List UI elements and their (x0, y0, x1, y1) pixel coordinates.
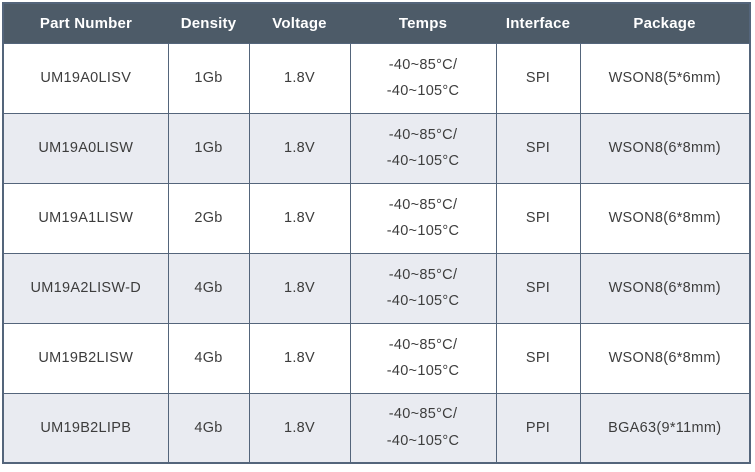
temps-line-2: -40~105°C (386, 363, 460, 379)
cell-voltage: 1.8V (248, 392, 351, 464)
column-header-package: Package (580, 3, 750, 43)
temps-line-1: -40~85°C/ (388, 196, 458, 213)
temps-line-1: -40~85°C/ (388, 336, 458, 353)
cell-temps: -40~85°C/ -40~105°C (349, 252, 497, 324)
cell-density: 4Gb (167, 252, 250, 324)
table-row: UM19A2LISW-D 4Gb 1.8V -40~85°C/ -40~105°… (2, 252, 751, 324)
temps-line-1: -40~85°C/ (388, 406, 458, 423)
cell-interface: PPI (495, 392, 581, 464)
header-row: Part Number Density Voltage Temps Interf… (3, 3, 750, 43)
column-header-density: Density (168, 3, 249, 43)
cell-voltage: 1.8V (248, 182, 351, 254)
cell-voltage: 1.8V (248, 112, 351, 184)
cell-voltage: 1.8V (248, 322, 351, 394)
cell-part-number: UM19A0LISW (2, 112, 169, 184)
cell-density: 1Gb (167, 42, 250, 114)
cell-package: WSON8(6*8mm) (579, 182, 751, 254)
cell-package: BGA63(9*11mm) (579, 392, 751, 464)
cell-package: WSON8(6*8mm) (579, 112, 751, 184)
cell-density: 1Gb (167, 112, 250, 184)
cell-package: WSON8(6*8mm) (579, 252, 751, 324)
cell-interface: SPI (495, 112, 581, 184)
cell-density: 2Gb (167, 182, 250, 254)
product-spec-table: Part Number Density Voltage Temps Interf… (2, 2, 751, 464)
temps-line-2: -40~105°C (386, 432, 460, 449)
temps-line-1: -40~85°C/ (388, 126, 458, 143)
column-header-temps: Temps (350, 3, 496, 43)
cell-part-number: UM19A0LISV (2, 42, 169, 114)
temps-line-2: -40~105°C (386, 223, 460, 239)
table-row: UM19A0LISV 1Gb 1.8V -40~85°C/ -40~105°C … (2, 42, 751, 114)
cell-interface: SPI (495, 252, 581, 324)
temps-line-1: -40~85°C/ (388, 266, 458, 283)
cell-part-number: UM19A2LISW-D (2, 252, 169, 324)
cell-voltage: 1.8V (248, 42, 351, 114)
cell-interface: SPI (495, 42, 581, 114)
cell-interface: SPI (495, 182, 581, 254)
table-header: Part Number Density Voltage Temps Interf… (3, 3, 750, 43)
table-row: UM19A1LISW 2Gb 1.8V -40~85°C/ -40~105°C … (2, 182, 751, 254)
table-row: UM19B2LISW 4Gb 1.8V -40~85°C/ -40~105°C … (2, 322, 751, 394)
table-row: UM19A0LISW 1Gb 1.8V -40~85°C/ -40~105°C … (2, 112, 751, 184)
temps-line-2: -40~105°C (386, 83, 460, 99)
cell-temps: -40~85°C/ -40~105°C (349, 322, 497, 394)
cell-temps: -40~85°C/ -40~105°C (349, 112, 497, 184)
cell-temps: -40~85°C/ -40~105°C (349, 182, 497, 254)
cell-part-number: UM19B2LIPB (2, 392, 169, 464)
temps-line-2: -40~105°C (386, 153, 460, 169)
temps-line-1: -40~85°C/ (388, 56, 458, 73)
cell-voltage: 1.8V (248, 252, 351, 324)
temps-line-2: -40~105°C (386, 293, 460, 309)
table-body: UM19A0LISV 1Gb 1.8V -40~85°C/ -40~105°C … (2, 42, 751, 464)
cell-density: 4Gb (167, 392, 250, 464)
cell-package: WSON8(5*6mm) (579, 42, 751, 114)
cell-density: 4Gb (167, 322, 250, 394)
cell-interface: SPI (495, 322, 581, 394)
cell-temps: -40~85°C/ -40~105°C (349, 42, 497, 114)
column-header-voltage: Voltage (249, 3, 350, 43)
cell-package: WSON8(6*8mm) (579, 322, 751, 394)
column-header-part-number: Part Number (3, 3, 168, 43)
table-row: UM19B2LIPB 4Gb 1.8V -40~85°C/ -40~105°C … (2, 392, 751, 464)
cell-temps: -40~85°C/ -40~105°C (349, 392, 497, 464)
cell-part-number: UM19B2LISW (2, 322, 169, 394)
column-header-interface: Interface (496, 3, 580, 43)
cell-part-number: UM19A1LISW (2, 182, 169, 254)
